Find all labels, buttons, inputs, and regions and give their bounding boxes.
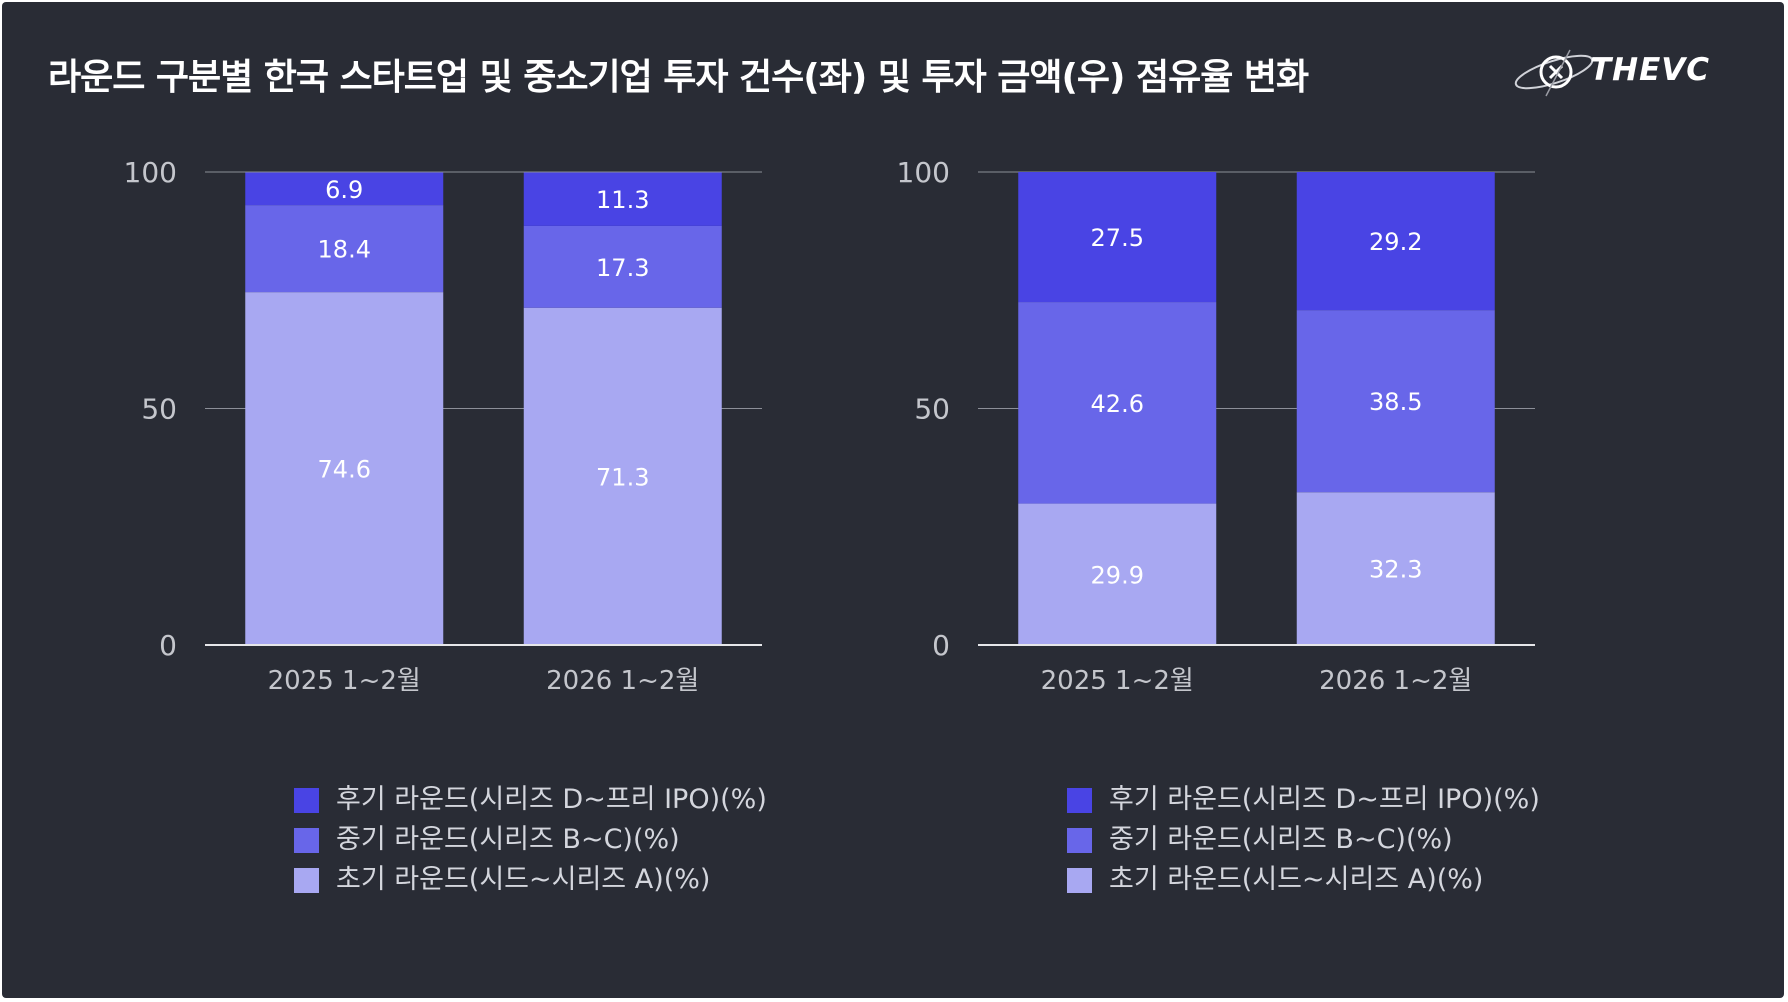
thevc-planet-icon xyxy=(1514,49,1594,97)
bar-segment-late xyxy=(1018,172,1217,303)
data-label-early: 29.9 xyxy=(1091,561,1144,589)
legend-item-late: 후기 라운드(시리즈 D~프리 IPO)(%) xyxy=(1067,780,1540,820)
bar-segment-mid xyxy=(1018,302,1217,504)
legend-swatch-late xyxy=(1067,788,1092,813)
data-label-mid: 38.5 xyxy=(1369,388,1422,416)
y-tick-label: 50 xyxy=(141,393,177,426)
y-tick-label: 0 xyxy=(932,629,950,662)
bar-segment-mid xyxy=(245,205,444,293)
brand-logo: THEVC xyxy=(1510,42,1740,104)
data-label-early: 71.3 xyxy=(596,463,649,491)
investment-amount-legend: 후기 라운드(시리즈 D~프리 IPO)(%) 중기 라운드(시리즈 B~C)(… xyxy=(1067,780,1540,900)
bar-segment-early xyxy=(1296,492,1495,645)
deal-count-plot: 0 50 100 74.6 18.4 6.9 2025 1~2월 71.3 17.3 11.3 20… xyxy=(124,156,762,696)
data-label-late: 27.5 xyxy=(1091,224,1144,252)
x-tick-label: 2026 1~2월 xyxy=(546,666,699,696)
y-tick-label: 100 xyxy=(897,156,950,189)
x-tick-label: 2026 1~2월 xyxy=(1319,666,1472,696)
legend-swatch-mid xyxy=(294,828,319,853)
data-label-late: 29.2 xyxy=(1369,228,1422,256)
x-tick-label: 2025 1~2월 xyxy=(268,666,421,696)
legend-swatch-early xyxy=(294,868,319,893)
legend-label-early: 초기 라운드(시드~시리즈 A)(%) xyxy=(336,864,711,895)
data-label-late: 11.3 xyxy=(596,186,649,214)
legend-item-mid: 중기 라운드(시리즈 B~C)(%) xyxy=(1067,820,1540,860)
legend-label-mid: 중기 라운드(시리즈 B~C)(%) xyxy=(1109,824,1453,855)
bar-segment-early xyxy=(523,307,722,645)
legend-label-late: 후기 라운드(시리즈 D~프리 IPO)(%) xyxy=(336,784,767,815)
bar-segment-early xyxy=(1018,503,1217,645)
page-title: 라운드 구분별 한국 스타트업 및 중소기업 투자 건수(좌) 및 투자 금액(… xyxy=(48,57,1309,98)
legend-item-early: 초기 라운드(시드~시리즈 A)(%) xyxy=(1067,860,1540,900)
bar-segment-early xyxy=(245,292,444,645)
legend-item-early: 초기 라운드(시드~시리즈 A)(%) xyxy=(294,860,767,900)
legend-swatch-early xyxy=(1067,868,1092,893)
legend-swatch-mid xyxy=(1067,828,1092,853)
bar-segment-mid xyxy=(1296,310,1495,493)
bar-segment-late xyxy=(1296,172,1495,311)
deal-count-legend: 후기 라운드(시리즈 D~프리 IPO)(%) 중기 라운드(시리즈 B~C)(… xyxy=(294,780,767,900)
x-tick-label: 2025 1~2월 xyxy=(1041,666,1194,696)
legend-swatch-late xyxy=(294,788,319,813)
data-label-early: 74.6 xyxy=(318,456,371,484)
investment-amount-plot: 0 50 100 29.9 42.6 27.5 2025 1~2월 32.3 38.5 29.2 2… xyxy=(897,156,1535,696)
investment-amount-chart: 0 50 100 29.9 42.6 27.5 2025 1~2월 32.3 38.5 29.2 2… xyxy=(875,152,1675,912)
y-tick-label: 0 xyxy=(159,629,177,662)
data-label-mid: 17.3 xyxy=(596,254,649,282)
data-label-mid: 42.6 xyxy=(1091,390,1144,418)
bar-segment-late xyxy=(523,172,722,226)
y-tick-label: 100 xyxy=(124,156,177,189)
bar-segment-late xyxy=(245,172,444,206)
data-label-late: 6.9 xyxy=(325,176,363,204)
legend-label-mid: 중기 라운드(시리즈 B~C)(%) xyxy=(336,824,680,855)
legend-label-late: 후기 라운드(시리즈 D~프리 IPO)(%) xyxy=(1109,784,1540,815)
legend-label-early: 초기 라운드(시드~시리즈 A)(%) xyxy=(1109,864,1484,895)
bar-segment-mid xyxy=(523,225,722,308)
legend-item-mid: 중기 라운드(시리즈 B~C)(%) xyxy=(294,820,767,860)
legend-item-late: 후기 라운드(시리즈 D~프리 IPO)(%) xyxy=(294,780,767,820)
logo-text: THEVC xyxy=(1590,52,1711,88)
y-tick-label: 50 xyxy=(914,393,950,426)
deal-count-chart: 0 50 100 74.6 18.4 6.9 2025 1~2월 71.3 17.3 11.3 20… xyxy=(102,152,902,912)
data-label-mid: 18.4 xyxy=(318,236,371,264)
data-label-early: 32.3 xyxy=(1369,556,1422,584)
